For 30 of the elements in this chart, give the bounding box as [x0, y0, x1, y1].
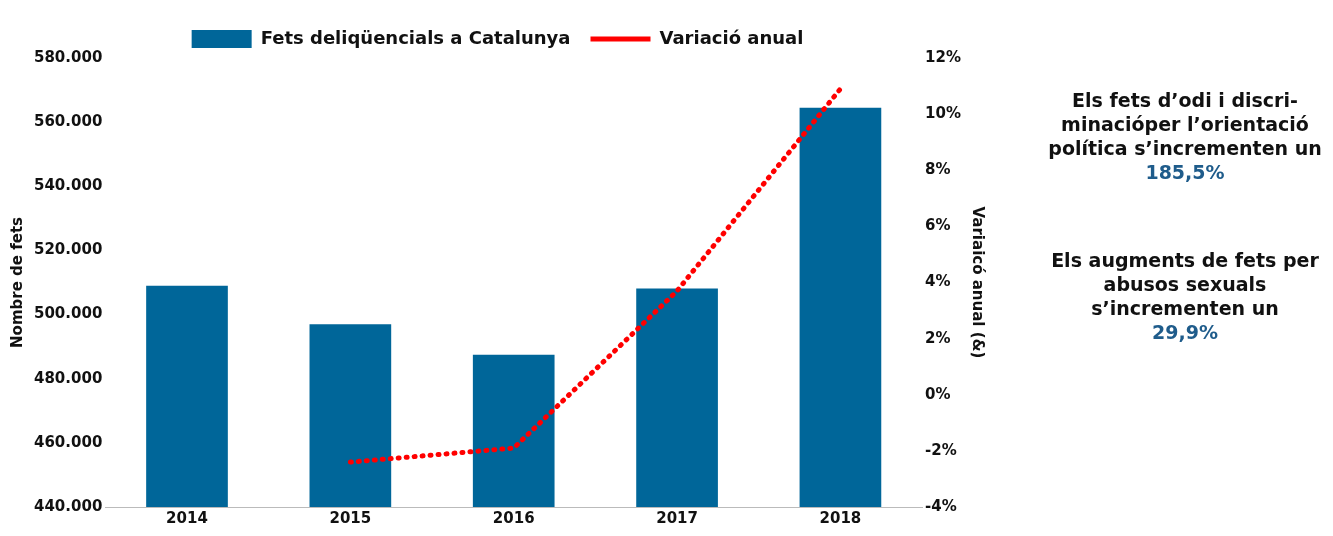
y-tick-label: 500.000 [33, 304, 103, 323]
x-tick-label: 2015 [329, 508, 372, 527]
y2-tick-label: 12% [925, 47, 961, 66]
y-tick-label: 580.000 [33, 47, 103, 66]
x-tick-label: 2016 [492, 508, 535, 527]
y-tick-label: 560.000 [33, 112, 103, 131]
x-tick-label: 2017 [656, 508, 698, 527]
y-tick-label: 520.000 [33, 240, 103, 259]
y2-tick-label: 10% [925, 104, 961, 123]
y2-tick-label: 6% [925, 216, 951, 235]
y2-tick-label: 2% [925, 328, 951, 347]
y2-tick-label: 8% [925, 160, 951, 179]
x-tick-label: 2014 [166, 508, 208, 527]
text: Els augments de fets per abusos sexuals s’incrementen un [1050, 248, 1320, 320]
legend-label: Fets deliqüencials a Catalunya [260, 26, 571, 48]
legend-label: Variació anual [659, 26, 804, 48]
y2-tick-label: 4% [925, 272, 951, 291]
y2-tick-label: -4% [925, 496, 957, 515]
text: Els fets d’odi i discri-minacióper l’orientació política s’incrementen un [1047, 88, 1323, 160]
y-tick-label: 460.000 [33, 432, 103, 451]
y-axis-title: Nombre de fets [7, 216, 26, 348]
y-tick-label: 440.000 [33, 496, 103, 515]
text: 29,9% [1151, 320, 1219, 344]
y2-tick-label: 0% [925, 384, 951, 403]
x-tick-label: 2018 [819, 508, 862, 527]
y2-tick-label: -2% [925, 440, 957, 459]
y-tick-label: 480.000 [33, 368, 103, 387]
y-tick-label: 540.000 [33, 176, 103, 195]
y2-axis-title: Variaicó anual (&) [969, 206, 988, 359]
text: 185,5% [1144, 160, 1226, 184]
